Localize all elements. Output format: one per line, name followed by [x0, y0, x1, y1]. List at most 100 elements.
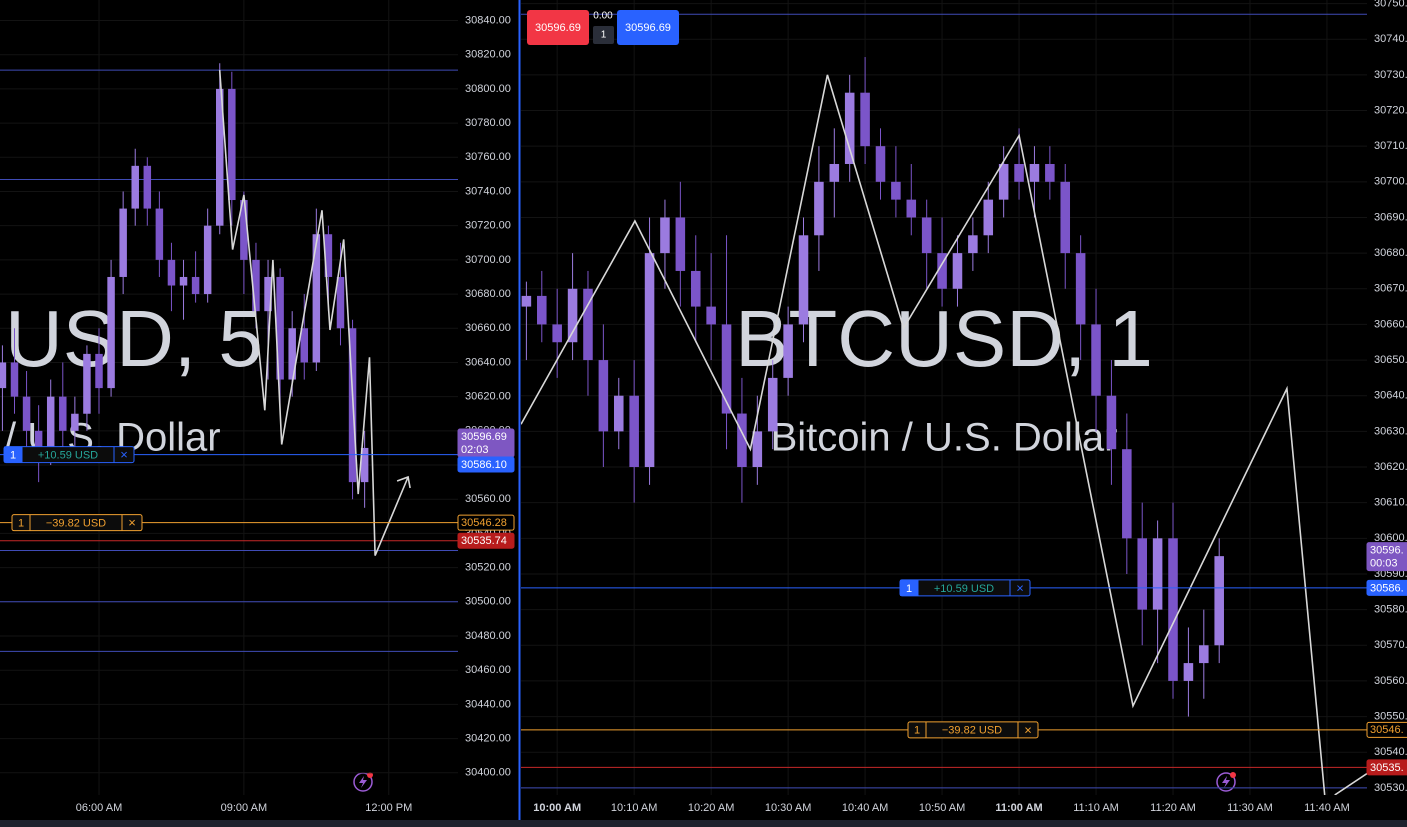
- candle-body: [276, 276, 284, 380]
- candle-body: [891, 181, 901, 200]
- price-label-box: [1366, 542, 1407, 572]
- candle-body: [921, 217, 932, 254]
- y-tick-label: 30600.: [1374, 532, 1407, 544]
- price-label-box: [1366, 759, 1407, 776]
- candle-body: [1199, 645, 1209, 664]
- candle-body: [240, 200, 248, 260]
- order-qty-box: [900, 579, 918, 596]
- candle-body: [1214, 556, 1224, 646]
- replay-icon[interactable]: [1216, 772, 1236, 792]
- order-tag[interactable]: 1 −39.82 USD ×: [907, 721, 1039, 739]
- price-label: 30596.: [1370, 545, 1404, 557]
- candle-body: [906, 199, 917, 218]
- candle-body: [360, 447, 369, 483]
- order-close[interactable]: ×: [120, 447, 128, 462]
- spread: 0.00: [593, 11, 613, 22]
- candle-body: [537, 295, 547, 325]
- price-label: 30596.69: [461, 431, 507, 443]
- candle-body: [829, 163, 840, 182]
- y-tick-label: 30700.00: [465, 254, 511, 266]
- candle-body: [721, 324, 732, 414]
- price-label: 30586.: [1370, 582, 1404, 594]
- order-qty: 1: [906, 583, 912, 595]
- x-tick-label: 12:00 PM: [365, 802, 412, 814]
- qty[interactable]: 1: [601, 30, 607, 41]
- y-tick-label: 30740.: [1374, 33, 1407, 45]
- y-tick-label: 30720.: [1374, 104, 1407, 116]
- order-close[interactable]: ×: [1016, 580, 1024, 595]
- candle-body: [737, 413, 747, 468]
- y-tick-label: 30520.00: [465, 562, 511, 574]
- candle-body: [1045, 163, 1055, 182]
- candle-body: [783, 324, 793, 378]
- y-tick-label: 30700.: [1374, 176, 1407, 188]
- y-tick-label: 30640.00: [465, 356, 511, 368]
- x-tick-label: 09:00 AM: [221, 802, 267, 814]
- order-tag[interactable]: 1 −39.82 USD ×: [11, 514, 143, 532]
- y-tick-label: 30580.: [1374, 604, 1407, 616]
- candle-body: [937, 253, 947, 289]
- candle-body: [598, 360, 609, 432]
- x-tick-label: 11:20 AM: [1150, 802, 1196, 814]
- candle-body: [1014, 163, 1024, 182]
- plot-area: USD, 5/ U.S. Dollar: [0, 0, 458, 795]
- order-pnl: +10.59 USD: [38, 450, 98, 462]
- candle-body: [107, 276, 115, 389]
- candle-body: [844, 92, 855, 164]
- y-tick-label: 30640.: [1374, 390, 1407, 402]
- x-tick-label: 10:50 AM: [919, 802, 965, 814]
- trend-drawing: [218, 70, 409, 556]
- candle-body: [767, 377, 778, 432]
- candle-body: [0, 362, 7, 389]
- candle-body: [1075, 253, 1086, 325]
- price-label-box: [457, 456, 515, 473]
- y-tick-label: 30660.00: [465, 322, 511, 334]
- y-tick-label: 30560.: [1374, 675, 1407, 687]
- plot-area: BTCUSD, 1 Bitcoin / U.S. Dollar: [521, 0, 1367, 795]
- candle-body: [629, 395, 639, 468]
- price-label: 30535.: [1370, 762, 1404, 774]
- order-qty: 1: [914, 725, 920, 737]
- price-label-time: 00:03: [1370, 558, 1398, 570]
- qty-box[interactable]: [593, 26, 614, 44]
- y-tick-label: 30660.: [1374, 318, 1407, 330]
- order-tag[interactable]: 1 +10.59 USD ×: [3, 446, 135, 464]
- price-label-time: 02:03: [461, 444, 489, 456]
- y-tick-label: 30740.00: [465, 185, 511, 197]
- candle-body: [34, 430, 43, 457]
- watermark: Bitcoin / U.S. Dollar: [771, 416, 1118, 460]
- order-qty: 1: [18, 518, 24, 530]
- y-tick-label: 30620.00: [465, 391, 511, 403]
- buy-price[interactable]: 30596.69: [625, 22, 671, 34]
- order-close[interactable]: ×: [128, 515, 136, 530]
- buy-button[interactable]: [617, 10, 679, 45]
- candle-body: [95, 353, 103, 389]
- order-pnl: +10.59 USD: [934, 583, 994, 595]
- trend-drawing: [521, 74, 1367, 795]
- candle-body: [324, 234, 333, 277]
- y-tick-label: 30690.: [1374, 211, 1407, 223]
- candle-body: [798, 235, 809, 325]
- order-buttons: 30596.69 0.00 1 30596.69: [527, 10, 679, 45]
- order-tag[interactable]: 1 +10.59 USD ×: [899, 579, 1031, 597]
- bottom-bar: [0, 820, 1407, 827]
- sell-button[interactable]: [527, 10, 589, 45]
- watermark: BTCUSD, 1: [735, 294, 1153, 383]
- candle-body: [288, 328, 296, 380]
- candle-body: [264, 276, 272, 312]
- y-tick-label: 30480.00: [465, 630, 511, 642]
- y-tick-label: 30440.00: [465, 698, 511, 710]
- candle-body: [191, 276, 200, 295]
- candle-body: [1060, 181, 1071, 254]
- order-close[interactable]: ×: [1024, 722, 1032, 737]
- y-tick-label: 30570.: [1374, 639, 1407, 651]
- candle-body: [228, 88, 236, 201]
- sell-price[interactable]: 30596.69: [535, 22, 581, 34]
- candle-body: [10, 362, 19, 397]
- candle-body: [131, 165, 139, 209]
- y-tick-label: 30530.: [1374, 782, 1407, 794]
- x-tick-label: 10:10 AM: [611, 802, 657, 814]
- axes: 30530. 30540. 30550. 30560. 30570. 30580. 3059…: [533, 0, 1407, 814]
